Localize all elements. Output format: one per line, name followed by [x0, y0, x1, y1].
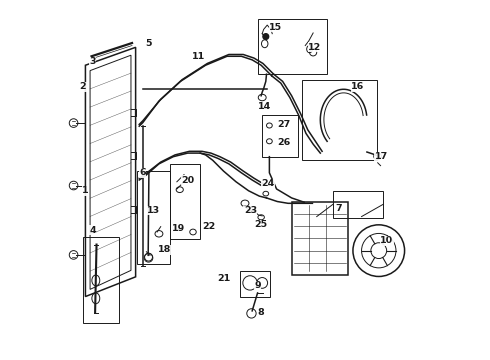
- Text: 1: 1: [82, 186, 89, 195]
- Text: 17: 17: [375, 152, 388, 161]
- Text: 26: 26: [277, 138, 291, 147]
- Text: 10: 10: [380, 237, 393, 246]
- Text: 27: 27: [277, 120, 291, 129]
- Text: 11: 11: [192, 52, 205, 61]
- Text: 23: 23: [244, 206, 257, 215]
- Text: 2: 2: [79, 82, 86, 91]
- Text: 13: 13: [147, 206, 160, 215]
- Text: 8: 8: [258, 308, 265, 317]
- Text: 22: 22: [202, 222, 216, 231]
- Bar: [137, 171, 170, 264]
- Text: 15: 15: [269, 23, 282, 32]
- Text: 19: 19: [172, 224, 185, 233]
- Text: 24: 24: [262, 179, 275, 188]
- Text: 4: 4: [89, 226, 96, 235]
- Text: 14: 14: [258, 102, 271, 111]
- Bar: [170, 164, 200, 239]
- Circle shape: [263, 34, 269, 40]
- Bar: [262, 116, 298, 157]
- Text: 25: 25: [255, 220, 268, 229]
- Bar: [258, 19, 327, 74]
- Text: 5: 5: [145, 39, 151, 48]
- Text: 7: 7: [335, 204, 342, 213]
- Text: 21: 21: [217, 274, 230, 283]
- Text: 12: 12: [308, 43, 321, 52]
- Text: 20: 20: [181, 176, 194, 185]
- Bar: [240, 271, 270, 297]
- Text: 16: 16: [351, 82, 365, 91]
- Text: 3: 3: [89, 57, 96, 66]
- Text: 6: 6: [140, 168, 146, 177]
- Text: 9: 9: [254, 281, 261, 290]
- Bar: [83, 237, 119, 323]
- Text: 18: 18: [158, 246, 171, 255]
- Bar: [293, 202, 348, 275]
- Bar: [302, 80, 377, 160]
- Bar: [333, 191, 383, 218]
